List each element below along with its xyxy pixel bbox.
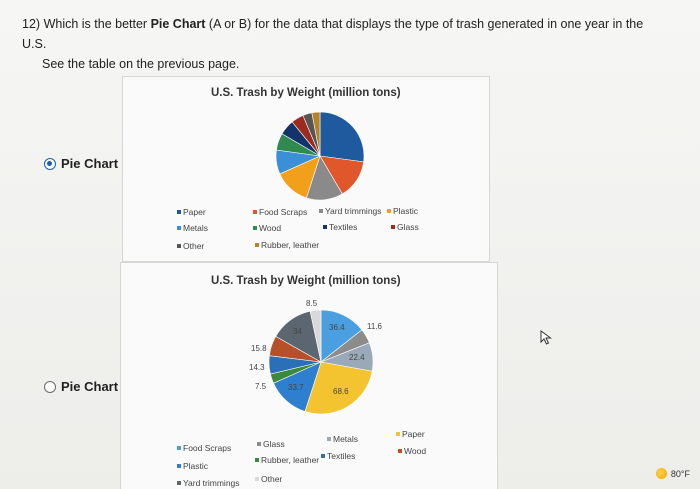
chart-b-legend-label: Wood (404, 446, 427, 456)
question-text-bold: Pie Chart (150, 17, 206, 31)
chart-a-legend-swatch (391, 225, 395, 229)
option-a-label: Pie Chart (61, 156, 119, 171)
chart-a-legend-glass: Glass (391, 222, 419, 232)
chart-a-legend-label: Wood (259, 223, 282, 233)
chart-a-slice-paper (319, 111, 365, 163)
chart-a-legend-label: Other (183, 241, 205, 251)
question-text: 12) Which is the better Pie Chart (A or … (22, 14, 662, 74)
chart-b-legend-swatch (177, 446, 181, 450)
chart-b-data-label: 33.7 (288, 383, 304, 392)
chart-b-legend-label: Paper (402, 429, 425, 439)
option-b-radio[interactable] (44, 380, 56, 393)
chart-a-legend-swatch (253, 226, 257, 230)
chart-a-legend-swatch (177, 210, 181, 214)
chart-b-legend-label: Other (261, 474, 283, 484)
chart-a-legend-plastic: Plastic (387, 206, 418, 216)
chart-a-legend-swatch (177, 226, 181, 230)
chart-b-legend-rubber: Rubber, leather (255, 455, 319, 465)
chart-a-legend-label: Metals (183, 223, 209, 233)
option-a-radio[interactable] (44, 157, 56, 170)
chart-b-legend-food-scraps: Food Scraps (177, 443, 231, 453)
chart-a-legend-wood: Wood (253, 223, 281, 233)
chart-b-data-label: 11.6 (367, 322, 382, 331)
chart-b-slice-paper (304, 361, 373, 415)
chart-b-data-label: 7.5 (255, 382, 267, 391)
chart-b-title: U.S. Trash by Weight (million tons) (211, 275, 401, 287)
question-number: 12) (22, 17, 41, 31)
chart-b-legend-metals: Metals (327, 434, 358, 444)
question-text-start: Which is the better (43, 17, 151, 31)
chart-b-legend-label: Glass (263, 439, 285, 449)
chart-b-legend-swatch (327, 437, 331, 441)
chart-b-legend-swatch (255, 458, 259, 462)
question-text-end: (A or B) for the data that displays the … (22, 17, 644, 51)
temperature: 80°F (670, 468, 690, 479)
chart-b-legend-label: Textiles (327, 451, 356, 461)
chart-b-legend-label: Metals (333, 434, 359, 444)
chart-b-legend-plastic: Plastic (177, 461, 208, 471)
chart-a: U.S. Trash by Weight (million tons) Pape… (122, 76, 490, 262)
chart-a-legend-swatch (387, 209, 391, 213)
chart-a-legend-rubber: Rubber, leather (255, 240, 319, 250)
chart-b-data-label: 8.5 (306, 299, 318, 308)
chart-a-legend-label: Paper (183, 207, 206, 217)
chart-a-legend-label: Plastic (393, 206, 419, 216)
chart-b-legend-label: Food Scraps (183, 443, 232, 453)
chart-b-data-label: 36.4 (329, 323, 345, 332)
chart-a-pie (275, 111, 365, 201)
mouse-pointer-icon (540, 330, 553, 345)
chart-b-legend-label: Rubber, leather (261, 455, 320, 465)
chart-a-legend-yard: Yard trimmings (319, 206, 382, 216)
chart-b-legend-swatch (321, 454, 325, 458)
chart-a-slice-rubber-leather (311, 111, 321, 157)
chart-b-legend-paper: Paper (396, 429, 425, 439)
weather-widget[interactable]: 80°F (655, 468, 690, 479)
chart-a-legend-swatch (319, 209, 323, 213)
chart-b-legend-label: Yard trimmings (183, 478, 240, 488)
chart-b-data-label: 15.8 (251, 344, 267, 353)
option-b[interactable]: Pie Chart (44, 379, 118, 394)
chart-b-data-label: 68.6 (333, 387, 349, 396)
chart-b-legend-swatch (396, 432, 400, 436)
chart-b-legend-label: Plastic (183, 461, 209, 471)
chart-a-legend-label: Food Scraps (259, 207, 308, 217)
chart-a-legend-paper: Paper (177, 207, 206, 217)
chart-b-legend-swatch (177, 481, 181, 485)
chart-b-legend-swatch (257, 442, 261, 446)
chart-b-data-label: 14.3 (249, 363, 265, 372)
chart-b-legend-swatch (255, 477, 259, 481)
chart-b-legend-wood: Wood (398, 446, 426, 456)
option-b-label: Pie Chart (61, 379, 119, 394)
chart-a-legend-food-scraps: Food Scraps (253, 207, 307, 217)
chart-a-legend-swatch (323, 225, 327, 229)
chart-a-legend-label: Rubber, leather (261, 240, 320, 250)
chart-b: U.S. Trash by Weight (million tons) 8.5 … (120, 262, 498, 489)
chart-a-legend-label: Textiles (329, 222, 358, 232)
sun-icon (655, 468, 667, 479)
chart-a-legend-textiles: Textiles (323, 222, 357, 232)
chart-a-legend-swatch (255, 243, 259, 247)
chart-b-legend-textiles: Textiles (321, 451, 355, 461)
question-line2: See the table on the previous page. (42, 57, 240, 71)
chart-a-title: U.S. Trash by Weight (million tons) (211, 87, 401, 99)
chart-b-legend-yard: Yard trimmings (177, 478, 240, 488)
chart-a-legend-swatch (177, 244, 181, 248)
chart-a-legend-swatch (253, 210, 257, 214)
chart-a-legend-other: Other (177, 241, 204, 251)
chart-b-slice-other (309, 309, 322, 363)
chart-a-legend-label: Glass (397, 222, 419, 232)
option-a[interactable]: Pie Chart (44, 156, 118, 171)
chart-b-data-label: 34 (293, 327, 302, 336)
chart-b-legend-swatch (177, 464, 181, 468)
chart-b-legend-glass: Glass (257, 439, 285, 449)
chart-b-pie (268, 309, 374, 415)
chart-a-legend-metals: Metals (177, 223, 208, 233)
chart-b-legend-swatch (398, 449, 402, 453)
chart-a-legend-label: Yard trimmings (325, 206, 382, 216)
chart-b-legend-other: Other (255, 474, 282, 484)
chart-b-data-label: 22.4 (349, 353, 365, 362)
